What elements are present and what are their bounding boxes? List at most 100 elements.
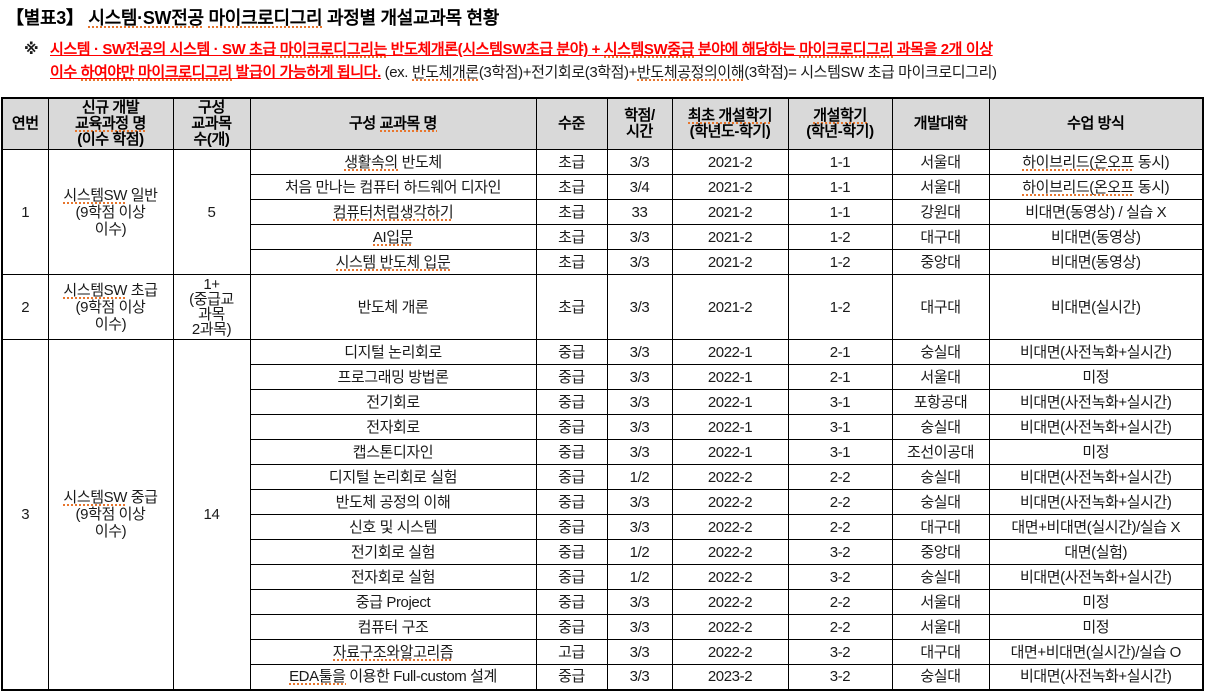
first-term-cell: 2022-1 xyxy=(671,439,789,465)
university-cell: 서울대 xyxy=(891,174,990,200)
table-row: EDA툴을 이용한 Full-custom 설계 중급 3/3 2023-2 3-2 숭실… xyxy=(2,664,1204,690)
row-number-cell: 1 xyxy=(1,149,49,275)
first-term-cell: 2022-1 xyxy=(671,414,789,440)
university-cell: 대구대 xyxy=(891,514,990,540)
university-cell: 숭실대 xyxy=(891,414,990,440)
table-row: 2 시스템SW 초급 (9학점 이상 이수) 1+ (중급교 과목 2과목) 반도체 … xyxy=(1,274,1204,340)
first-term-cell: 2021-2 xyxy=(671,249,789,275)
first-term-cell: 2021-2 xyxy=(671,149,789,175)
university-cell: 서울대 xyxy=(891,614,990,640)
credit-hours-cell: 3/3 xyxy=(606,589,673,615)
method-cell: 하이브리드(온오프 동시) xyxy=(988,149,1204,175)
university-cell: 강원대 xyxy=(891,199,990,225)
university-cell: 대구대 xyxy=(891,274,990,340)
credit-hours-cell: 3/3 xyxy=(606,149,673,175)
credit-hours-cell: 1/2 xyxy=(606,564,673,590)
course-name-cell: 컴퓨터 구조 xyxy=(249,614,537,640)
credit-hours-cell: 3/3 xyxy=(606,224,673,250)
credit-hours-cell: 3/3 xyxy=(606,664,673,690)
level-cell: 중급 xyxy=(535,539,608,565)
note-line-1: 시스템 · SW전공의 시스템 · SW 초급 마이크로디그리는 반도체개론(시… xyxy=(50,41,993,58)
method-cell: 비대면(동영상) xyxy=(988,249,1204,275)
course-name-cell: AI입문 xyxy=(249,224,537,250)
table-row: AI입문 초급 3/3 2021-2 1-2 대구대 비대면(동영상) xyxy=(2,224,1204,250)
course-name-cell: 신호 및 시스템 xyxy=(249,514,537,540)
university-cell: 서울대 xyxy=(891,364,990,390)
level-cell: 중급 xyxy=(535,389,608,415)
program-name-cell: 시스템SW 초급 (9학점 이상 이수) xyxy=(47,274,174,340)
row-number-cell: 2 xyxy=(1,274,49,340)
level-cell: 초급 xyxy=(535,274,608,340)
credit-hours-cell: 3/3 xyxy=(606,339,673,365)
term-cell: 1-2 xyxy=(787,224,893,250)
term-cell: 3-1 xyxy=(787,439,893,465)
credit-hours-header: 학점/ 시간 xyxy=(606,97,673,150)
term-cell: 3-1 xyxy=(787,389,893,415)
table-row: 1 시스템SW 일반 (9학점 이상 이수) 5 생활속의 반도체 초급 3/3 2021-… xyxy=(1,149,1204,275)
course-name-cell: 처음 만나는 컴퓨터 하드웨어 디자인 xyxy=(249,174,537,200)
level-cell: 중급 xyxy=(535,664,608,690)
university-cell: 대구대 xyxy=(891,639,990,665)
course-name-cell: 전자회로 실험 xyxy=(249,564,537,590)
term-cell: 2-2 xyxy=(787,589,893,615)
term-cell: 1-1 xyxy=(787,149,893,175)
university-cell: 숭실대 xyxy=(891,489,990,515)
first-term-cell: 2022-2 xyxy=(671,564,789,590)
credit-hours-cell: 3/3 xyxy=(606,249,673,275)
credit-hours-cell: 1/2 xyxy=(606,539,673,565)
credit-hours-cell: 3/3 xyxy=(606,439,673,465)
course-name-cell: 전기회로 실험 xyxy=(249,539,537,565)
method-cell: 미정 xyxy=(988,589,1204,615)
course-table: 연번 신규 개발 교육과정 명 (이수 학점) 구성 교과목 수(개) 구성 교… xyxy=(1,97,1204,691)
course-name-cell: 반도체 공정의 이해 xyxy=(249,489,537,515)
credit-hours-cell: 1/2 xyxy=(606,464,673,490)
first-term-cell: 2021-2 xyxy=(671,174,789,200)
credit-hours-cell: 3/3 xyxy=(606,364,673,390)
first-term-cell: 2022-2 xyxy=(671,639,789,665)
course-name-cell: 디지털 논리회로 xyxy=(249,339,537,365)
table-row: 신호 및 시스템 중급 3/3 2022-2 2-2 대구대 대면+비대면(실시간)/실습 … xyxy=(2,514,1204,540)
first-term-cell: 2022-2 xyxy=(671,589,789,615)
course-name-cell: 전자회로 xyxy=(249,414,537,440)
method-cell: 비대면(동영상) / 실습 X xyxy=(988,199,1204,225)
term-cell: 2-2 xyxy=(787,464,893,490)
program-header: 신규 개발 교육과정 명 (이수 학점) xyxy=(47,97,174,150)
university-cell: 중앙대 xyxy=(891,539,990,565)
course-name-header: 구성 교과목 명 xyxy=(249,97,537,150)
method-cell: 미정 xyxy=(988,439,1204,465)
table-row: 처음 만나는 컴퓨터 하드웨어 디자인 초급 3/4 2021-2 1-1 서울대 하이브리… xyxy=(2,174,1204,200)
course-name-cell: 자료구조와알고리즘 xyxy=(249,639,537,665)
term-cell: 3-2 xyxy=(787,639,893,665)
level-cell: 초급 xyxy=(535,199,608,225)
university-cell: 숭실대 xyxy=(891,464,990,490)
term-cell: 2-2 xyxy=(787,614,893,640)
university-cell: 대구대 xyxy=(891,224,990,250)
first-term-cell: 2023-2 xyxy=(671,664,789,690)
credit-hours-cell: 3/4 xyxy=(606,174,673,200)
credit-hours-cell: 33 xyxy=(606,199,673,225)
method-cell: 미정 xyxy=(988,614,1204,640)
university-cell: 숭실대 xyxy=(891,564,990,590)
method-cell: 대면+비대면(실시간)/실습 X xyxy=(988,514,1204,540)
course-name-cell: 디지털 논리회로 실험 xyxy=(249,464,537,490)
table-row: 컴퓨터처럼생각하기 초급 33 2021-2 1-1 강원대 비대면(동영상) / 실습 X xyxy=(2,199,1204,225)
table-row: 디지털 논리회로 실험 중급 1/2 2022-2 2-2 숭실대 비대면(사전녹화+실시간… xyxy=(2,464,1204,490)
level-cell: 중급 xyxy=(535,464,608,490)
table-row: 자료구조와알고리즘 고급 3/3 2022-2 3-2 대구대 대면+비대면(실시간)/실습… xyxy=(2,639,1204,665)
term-cell: 2-2 xyxy=(787,489,893,515)
first-term-cell: 2022-1 xyxy=(671,389,789,415)
level-cell: 중급 xyxy=(535,414,608,440)
credit-hours-cell: 3/3 xyxy=(606,274,673,340)
term-cell: 2-1 xyxy=(787,364,893,390)
table-header-row: 연번 신규 개발 교육과정 명 (이수 학점) 구성 교과목 수(개) 구성 교… xyxy=(1,97,1204,150)
term-cell: 2-2 xyxy=(787,514,893,540)
table-row: 중급 Project 중급 3/3 2022-2 2-2 서울대 미정 xyxy=(2,589,1204,615)
first-term-cell: 2021-2 xyxy=(671,224,789,250)
method-header: 수업 방식 xyxy=(988,97,1204,150)
method-cell: 대면(실험) xyxy=(988,539,1204,565)
level-cell: 초급 xyxy=(535,249,608,275)
course-name-cell: 프로그래밍 방법론 xyxy=(249,364,537,390)
university-cell: 중앙대 xyxy=(891,249,990,275)
term-cell: 3-2 xyxy=(787,539,893,565)
first-term-cell: 2022-2 xyxy=(671,614,789,640)
